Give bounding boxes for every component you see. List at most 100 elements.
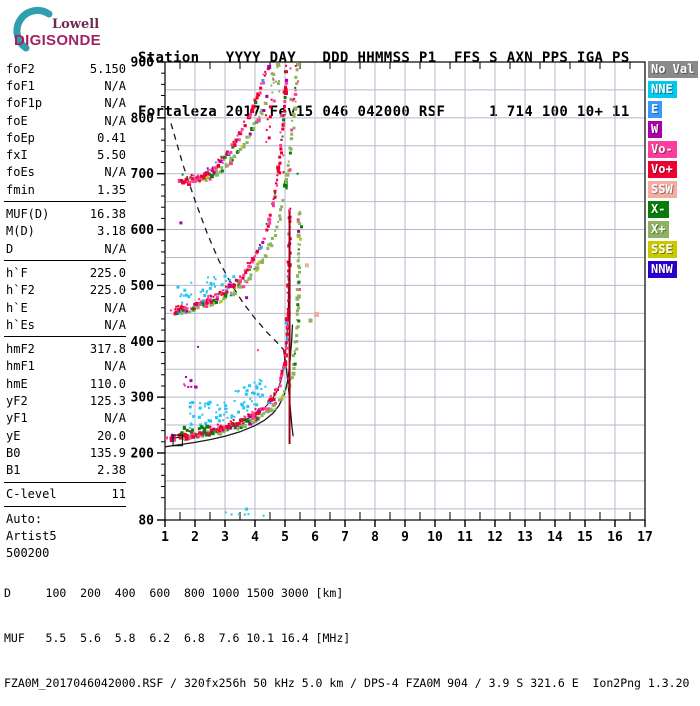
param-value: 225.0 <box>89 283 126 298</box>
param-separator <box>4 336 126 338</box>
x-tick-label: 13 <box>517 530 533 545</box>
param-label: Artist5 <box>6 529 57 544</box>
x-tick-label: 16 <box>607 530 623 545</box>
param-separator <box>4 260 126 262</box>
param-label: h`Es <box>6 317 35 332</box>
x-tick-label: 4 <box>251 530 259 545</box>
x-tick-label: 7 <box>341 530 349 545</box>
x-tick-label: 6 <box>311 530 319 545</box>
param-label: yF2 <box>6 393 28 408</box>
param-row: Artist5 <box>4 527 128 544</box>
param-row: foEp 0.41 <box>4 129 128 146</box>
echo-points <box>165 62 319 517</box>
param-label: h`F <box>6 265 28 280</box>
param-row: 500200 <box>4 545 128 562</box>
param-row: C-level 11 <box>4 486 128 503</box>
param-value: 135.9 <box>89 445 126 460</box>
y-tick-label: 600 <box>131 223 155 238</box>
x-tick-label: 1 <box>161 530 169 545</box>
param-value: 2.38 <box>97 463 126 478</box>
scaled-parameters-panel: foF2 5.150 foF1 N/A foF1p N/A foE N/A foEp 0.41 fx… <box>4 60 128 562</box>
param-value: 16.38 <box>89 207 126 222</box>
header-values: Fortaleza 2017 Fev15 046 042000 RSF 1 71… <box>138 104 630 120</box>
y-tick-label: 900 <box>131 56 155 71</box>
lowell-digisonde-logo: Lowell DIGISONDE <box>6 4 134 54</box>
y-tick-label: 400 <box>131 335 155 350</box>
param-separator <box>4 481 126 483</box>
param-row: yF2 125.3 <box>4 392 128 409</box>
legend-item-noval: No Val <box>648 61 699 78</box>
y-tick-label: 300 <box>131 391 155 406</box>
x-tick-label: 9 <box>401 530 409 545</box>
y-tick-label: 700 <box>131 167 155 182</box>
param-label: foEs <box>6 165 35 180</box>
param-value: N/A <box>104 165 126 180</box>
muf-value-row: MUF 5.5 5.6 5.8 6.2 6.8 7.6 10.1 16.4 [M… <box>4 631 351 645</box>
legend-item-sse: SSE <box>648 241 677 258</box>
param-label: h`E <box>6 300 28 315</box>
param-row: h`F2 225.0 <box>4 282 128 299</box>
markers <box>172 211 291 447</box>
param-row: foF1p N/A <box>4 95 128 112</box>
param-label: h`F2 <box>6 283 35 298</box>
param-label: yF1 <box>6 411 28 426</box>
param-label: foF1 <box>6 78 35 93</box>
x-tick-label: 3 <box>221 530 229 545</box>
param-label: B0 <box>6 445 21 460</box>
param-label: foE <box>6 113 28 128</box>
param-row: MUF(D) 16.38 <box>4 205 128 222</box>
x-tick-label: 5 <box>281 530 289 545</box>
param-value: N/A <box>104 78 126 93</box>
param-value: N/A <box>104 317 126 332</box>
param-separator <box>4 201 126 203</box>
param-row: fxI 5.50 <box>4 146 128 163</box>
legend-item-nne: NNE <box>648 81 677 98</box>
x-tick-label: 12 <box>487 530 503 545</box>
param-row: Auto: <box>4 510 128 527</box>
x-tick-label: 8 <box>371 530 379 545</box>
legend-item-x: X+ <box>648 221 670 238</box>
param-row: hmE 110.0 <box>4 375 128 392</box>
legend-item-ssw: SSW <box>648 181 677 198</box>
param-row: foEs N/A <box>4 164 128 181</box>
trace-start-marker-box <box>172 434 183 447</box>
status-line: FZA0M_2017046042000.RSF / 320fx256h 50 k… <box>4 676 690 690</box>
x-tick-label: 15 <box>577 530 593 545</box>
param-value: 0.41 <box>97 130 126 145</box>
param-row: yE 20.0 <box>4 427 128 444</box>
param-value: N/A <box>104 359 126 374</box>
param-label: hmE <box>6 376 28 391</box>
param-row: M(D) 3.18 <box>4 223 128 240</box>
param-value: 11 <box>111 487 126 502</box>
param-separator <box>4 506 126 508</box>
legend-item-w: W <box>648 121 663 138</box>
echo-color-legend: No Val NNE E W Vo- Vo+ SSW X- X+ SSE NNW <box>648 61 700 281</box>
param-value: N/A <box>104 241 126 256</box>
param-label: hmF1 <box>6 359 35 374</box>
param-row: foF2 5.150 <box>4 60 128 77</box>
plot-axes: 1 2 3 4 5 6 7 8 9 10 11 12 13 14 15 16 17200300400500600… <box>131 56 653 546</box>
logo-crescent-icon <box>13 7 53 52</box>
param-row: fmin 1.35 <box>4 181 128 198</box>
param-label: fmin <box>6 182 35 197</box>
param-value: N/A <box>104 300 126 315</box>
footer-block: D 100 200 400 600 800 1000 1500 3000 [km… <box>4 556 689 706</box>
x-tick-label: 14 <box>547 530 563 545</box>
param-value: N/A <box>104 113 126 128</box>
param-label: C-level <box>6 487 57 502</box>
legend-item-nnw: NNW <box>648 261 677 278</box>
param-row: D N/A <box>4 240 128 257</box>
param-row: foF1 N/A <box>4 77 128 94</box>
param-value: 110.0 <box>89 376 126 391</box>
param-value: 125.3 <box>89 393 126 408</box>
param-value: 5.50 <box>97 148 126 163</box>
plot-frame <box>164 61 646 521</box>
legend-item-e: E <box>648 101 663 118</box>
param-label: fxI <box>6 148 28 163</box>
param-label: foF1p <box>6 96 43 111</box>
ionogram-viewer: { "logo": {"line1": "Lowell", "line2": "… <box>4 4 700 690</box>
param-label: B1 <box>6 463 21 478</box>
param-row: B0 135.9 <box>4 444 128 461</box>
x-tick-label: 11 <box>457 530 473 545</box>
param-value: 3.18 <box>97 224 126 239</box>
